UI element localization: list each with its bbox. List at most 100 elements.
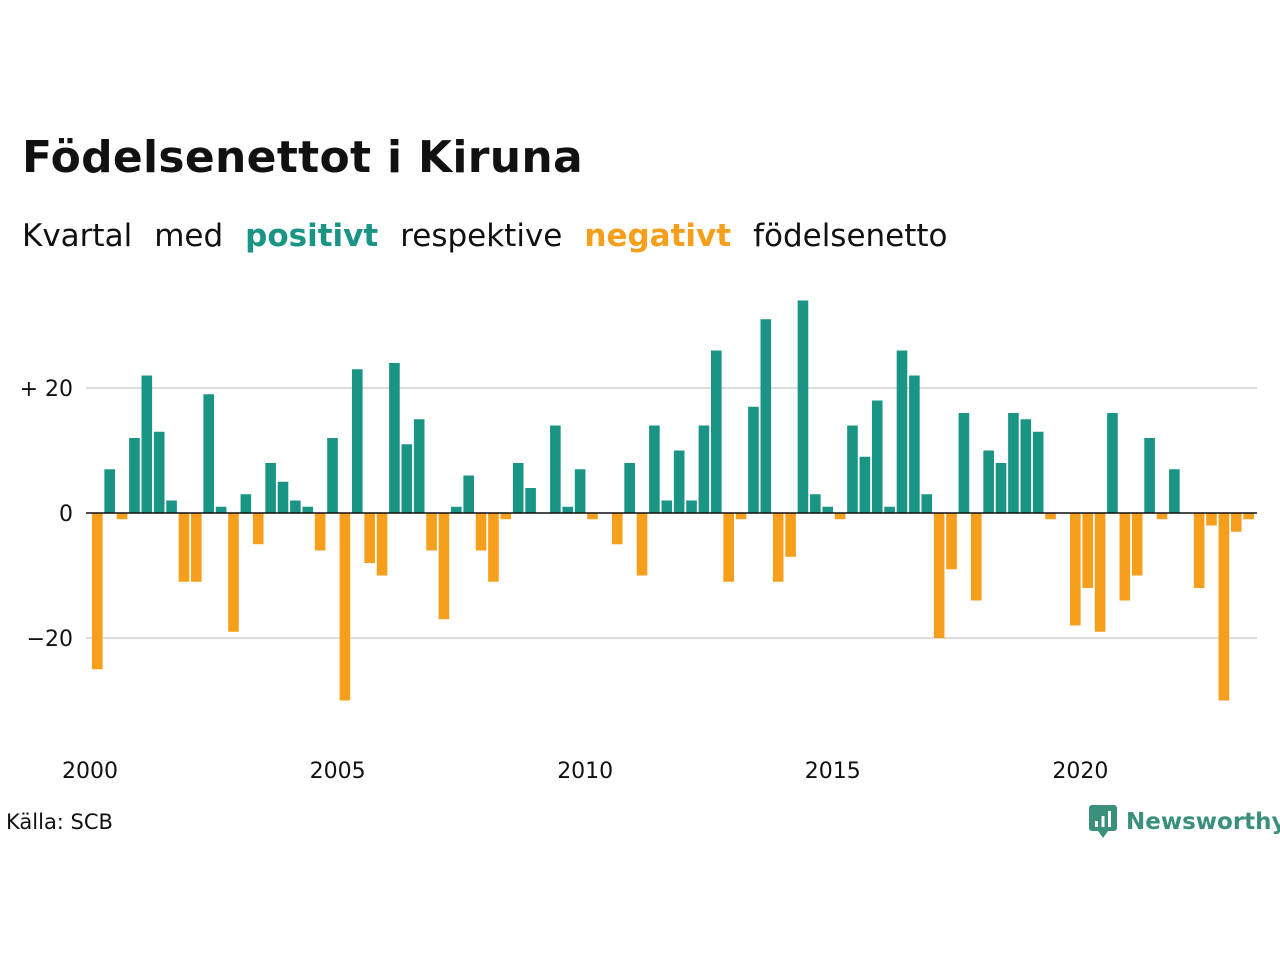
subtitle-positive-label: positivt xyxy=(245,218,379,254)
bar-negative xyxy=(1082,513,1093,588)
bar-positive xyxy=(327,438,338,513)
bar-positive xyxy=(166,500,177,513)
bar-negative xyxy=(723,513,734,582)
x-tick-label: 2000 xyxy=(62,759,118,784)
bar-negative xyxy=(1156,513,1168,520)
bar-positive xyxy=(463,475,474,513)
bar-positive xyxy=(847,425,858,513)
x-tick-label: 2020 xyxy=(1052,759,1108,784)
bar-positive xyxy=(1020,419,1032,513)
bar-positive xyxy=(711,350,722,513)
bar-positive xyxy=(624,463,635,513)
subtitle-negative-label: negativt xyxy=(584,218,732,254)
brand-logo: Newsworthy xyxy=(1088,804,1280,840)
bar-positive xyxy=(983,450,994,513)
bar-positive xyxy=(748,406,759,513)
bar-negative xyxy=(735,513,747,520)
bar-negative xyxy=(1045,513,1056,520)
bar-negative xyxy=(1131,513,1143,576)
bar-positive xyxy=(141,375,153,513)
bar-positive xyxy=(277,481,289,513)
x-tick-label: 2010 xyxy=(557,759,613,784)
bar-negative xyxy=(339,513,351,701)
bar-positive xyxy=(760,319,772,513)
chart-title: Födelsenettot i Kiruna xyxy=(22,132,583,183)
bar-negative xyxy=(1070,513,1081,626)
bar-positive xyxy=(909,375,920,513)
y-tick-label: + 20 xyxy=(20,377,73,402)
bar-positive xyxy=(129,438,140,513)
bar-negative xyxy=(252,513,264,545)
chart-subtitle: Kvartal med positivt respektive negativt föde… xyxy=(22,218,970,254)
bar-positive xyxy=(290,500,301,513)
bar-negative xyxy=(314,513,326,551)
subtitle-word: respektive xyxy=(400,218,563,254)
bar-negative xyxy=(772,513,784,582)
bar-negative xyxy=(785,513,796,557)
bar-negative xyxy=(611,513,623,545)
bar-positive xyxy=(673,450,685,513)
bar-negative xyxy=(488,513,499,582)
bar-negative xyxy=(228,513,239,632)
newsworthy-logo-icon xyxy=(1089,805,1117,838)
bar-positive xyxy=(240,494,252,513)
bar-positive xyxy=(1032,431,1044,513)
bar-positive xyxy=(413,419,425,513)
bar-positive xyxy=(810,494,821,513)
bar-positive xyxy=(550,425,561,513)
subtitle-word: födelsenetto xyxy=(753,218,948,254)
bar-negative xyxy=(1243,513,1254,520)
bar-positive xyxy=(921,494,933,513)
subtitle-word: med xyxy=(154,218,224,254)
bar-positive xyxy=(525,488,536,513)
bar-negative xyxy=(426,513,437,551)
bar-positive xyxy=(401,444,413,513)
bar-negative xyxy=(1119,513,1131,601)
bar-negative xyxy=(1193,513,1205,588)
bar-positive xyxy=(562,506,574,513)
bar-negative xyxy=(636,513,648,576)
bar-negative xyxy=(933,513,945,638)
y-tick-label: 0 xyxy=(59,502,73,527)
bar-negative xyxy=(178,513,190,582)
bar-positive xyxy=(574,469,586,513)
x-tick-label: 2005 xyxy=(310,759,366,784)
bar-positive xyxy=(686,500,697,513)
bar-positive xyxy=(389,363,400,513)
bar-negative xyxy=(587,513,598,520)
bar-negative xyxy=(475,513,487,551)
bar-negative xyxy=(500,513,512,520)
bar-negative xyxy=(1230,513,1242,532)
bar-negative xyxy=(834,513,846,520)
bar-positive xyxy=(698,425,710,513)
subtitle-word: Kvartal xyxy=(22,218,133,254)
bar-positive xyxy=(995,463,1007,513)
y-tick-label: −20 xyxy=(27,627,73,652)
brand-name: Newsworthy xyxy=(1126,809,1280,835)
bar-positive xyxy=(797,300,809,513)
bar-positive xyxy=(1008,413,1019,513)
bar-positive xyxy=(451,506,462,513)
bar-negative xyxy=(1218,513,1230,701)
bar-negative xyxy=(364,513,375,563)
source-label: Källa: SCB xyxy=(6,810,113,834)
bar-negative xyxy=(970,513,982,601)
bar-positive xyxy=(884,506,895,513)
bar-positive xyxy=(1107,413,1118,513)
bar-positive xyxy=(265,463,276,513)
x-tick-label: 2015 xyxy=(805,759,861,784)
bar-positive xyxy=(302,506,314,513)
bar-positive xyxy=(1144,438,1155,513)
bar-positive xyxy=(958,413,970,513)
bar-negative xyxy=(92,513,103,670)
bar-positive xyxy=(822,506,834,513)
bar-negative xyxy=(116,513,128,520)
bar-negative xyxy=(946,513,957,570)
bar-positive xyxy=(896,350,908,513)
bar-positive xyxy=(649,425,660,513)
bar-positive xyxy=(859,456,871,513)
bar-positive xyxy=(1169,469,1180,513)
bar-positive xyxy=(351,369,363,513)
bar-positive xyxy=(203,394,215,513)
